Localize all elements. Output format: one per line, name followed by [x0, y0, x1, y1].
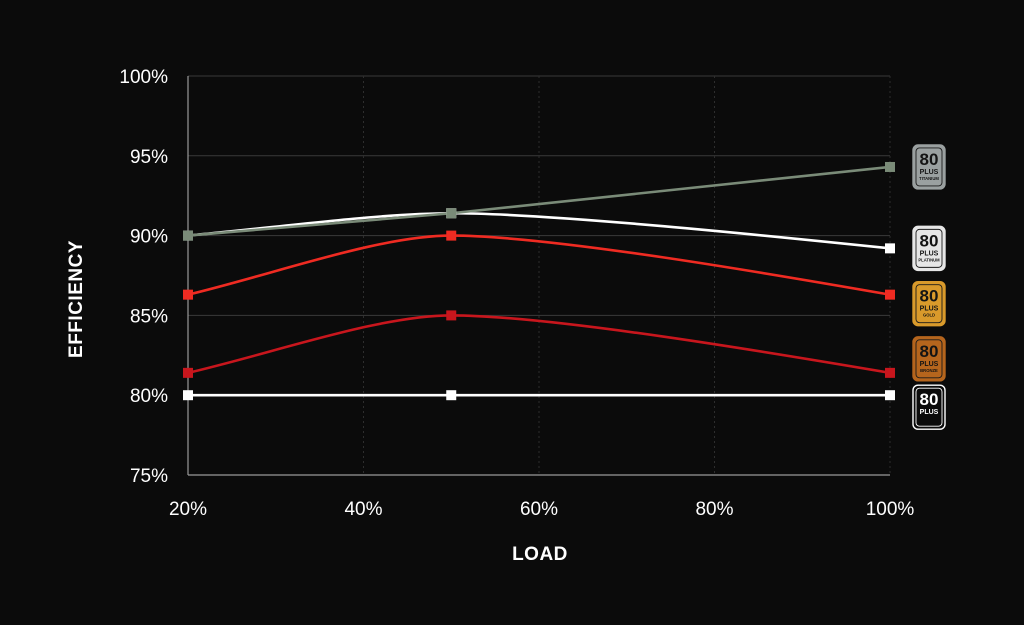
x-tick-label: 80% — [695, 499, 733, 520]
badge-frame — [912, 144, 946, 190]
data-point — [446, 310, 457, 321]
data-point — [885, 161, 895, 172]
x-tick-label: 40% — [344, 499, 382, 520]
series-line — [187, 234, 891, 296]
grid — [188, 75, 891, 475]
badge-plus-label: PLUS — [920, 306, 939, 313]
series-line — [187, 211, 891, 250]
x-tick-label: 20% — [169, 499, 207, 520]
badge-number: 80 — [920, 231, 939, 250]
badge-tier-label: PLATINUM — [918, 257, 940, 262]
badge-tier-label: BRONZE — [920, 368, 938, 373]
badge-inner-frame — [915, 387, 943, 427]
badge-number: 80 — [920, 390, 939, 409]
badge-inner-frame — [915, 147, 943, 187]
data-point — [183, 289, 193, 300]
data-point — [885, 390, 895, 401]
x-axis-title: LOAD — [512, 544, 568, 565]
data-point — [446, 230, 457, 241]
badge-plus-label: PLUS — [920, 361, 939, 368]
legend-badges: 80PLUS80PLUSBRONZE80PLUSGOLD80PLUSPLATIN… — [912, 144, 946, 430]
badge-frame — [912, 384, 946, 430]
badge-number: 80 — [920, 287, 939, 306]
badge-plus-label: PLUS — [920, 250, 939, 257]
badge-plus-label: PLUS — [920, 409, 939, 416]
y-tick-labels: 75% 80% 85% 90% 95% 100% — [119, 67, 168, 487]
badge-number: 80 — [920, 150, 939, 169]
badge-plus-label: PLUS — [920, 169, 939, 176]
y-tick-label: 85% — [130, 306, 168, 327]
data-point — [446, 390, 457, 401]
badge-frame — [912, 225, 946, 272]
x-tick-labels: 20% 40% 60% 80% 100% — [169, 499, 914, 520]
data-point — [885, 243, 895, 254]
badge-inner-frame — [915, 339, 943, 379]
badge-number: 80 — [920, 342, 939, 361]
badge-inner-frame — [915, 284, 943, 324]
data-point — [885, 289, 895, 300]
data-point — [183, 367, 193, 378]
badge-inner-frame — [915, 228, 943, 268]
y-tick-label: 90% — [130, 227, 168, 248]
series-markers — [183, 161, 895, 401]
axes — [187, 76, 890, 476]
y-tick-label: 80% — [130, 386, 168, 407]
x-tick-label: 100% — [866, 499, 915, 520]
badge-frame — [912, 336, 946, 382]
y-tick-label: 95% — [130, 147, 168, 168]
y-tick-label: 75% — [130, 466, 168, 487]
data-point — [183, 390, 193, 401]
data-point — [446, 208, 457, 219]
y-axis-title: EFFICIENCY — [66, 240, 87, 358]
x-tick-label: 60% — [520, 499, 558, 520]
data-point — [183, 230, 193, 241]
series-line — [187, 314, 891, 375]
badge-tier-label: GOLD — [923, 313, 935, 318]
badge-frame — [912, 280, 946, 327]
data-point — [885, 367, 895, 378]
y-tick-label: 100% — [119, 67, 168, 88]
badge-tier-label: TITANIUM — [919, 176, 939, 181]
